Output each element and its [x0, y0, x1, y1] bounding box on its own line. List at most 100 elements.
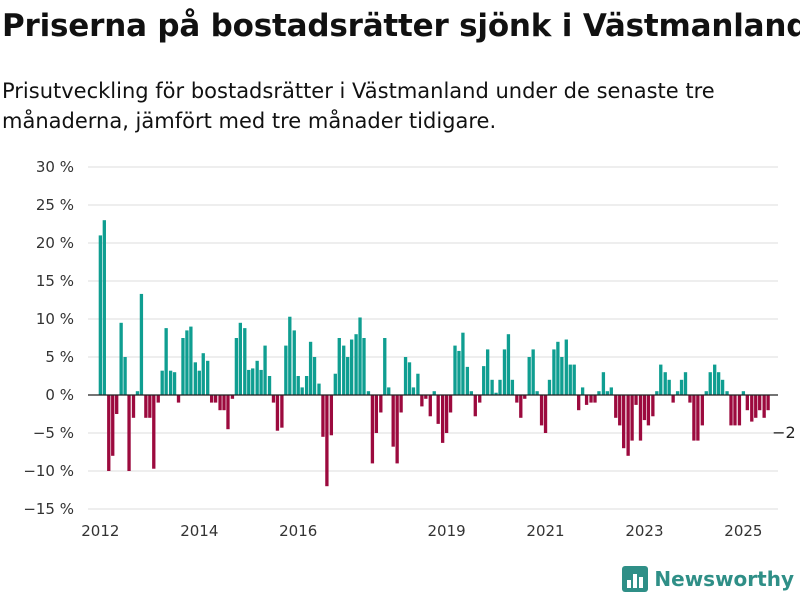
x-tick-label: 2019 — [428, 522, 466, 540]
bar — [577, 395, 581, 411]
bar — [667, 379, 671, 395]
bar — [465, 366, 470, 395]
bar — [589, 395, 593, 403]
bar — [144, 395, 148, 418]
bar — [461, 332, 465, 395]
x-tick-label: 2014 — [180, 522, 218, 540]
bar — [111, 395, 115, 456]
bar — [547, 379, 552, 395]
bar — [725, 391, 729, 395]
bar — [609, 387, 613, 395]
y-tick-label: 5 % — [45, 348, 74, 366]
bar — [448, 395, 453, 413]
bar — [618, 395, 622, 426]
y-tick-label: 25 % — [36, 196, 74, 214]
bar — [696, 395, 700, 441]
page-subtitle: Prisutveckling för bostadsrätter i Västm… — [2, 79, 715, 133]
bar — [485, 349, 490, 395]
bar — [206, 360, 210, 395]
bar — [651, 395, 655, 417]
bar — [515, 395, 519, 403]
bar — [671, 395, 675, 403]
bar — [428, 395, 432, 417]
bar — [115, 395, 119, 414]
bar — [597, 391, 601, 395]
bar — [478, 395, 482, 403]
bar — [420, 395, 424, 407]
bar — [284, 345, 288, 395]
bar — [193, 362, 197, 395]
bar — [201, 353, 205, 395]
bar — [411, 387, 416, 395]
bar — [317, 383, 321, 395]
bar — [251, 368, 255, 395]
bar — [342, 345, 346, 395]
bar — [209, 395, 214, 403]
bar — [181, 338, 185, 395]
bar — [399, 395, 403, 413]
bar — [333, 373, 337, 395]
bar — [424, 395, 428, 399]
bar — [453, 345, 457, 395]
y-tick-label: 20 % — [36, 234, 74, 252]
bar — [729, 395, 733, 426]
bar — [440, 395, 445, 443]
bar — [226, 395, 230, 430]
y-tick-label: 10 % — [36, 310, 74, 328]
bar — [164, 328, 168, 395]
bar — [222, 395, 226, 411]
bar — [622, 395, 626, 449]
bar — [247, 369, 251, 395]
bar — [395, 395, 399, 464]
bar — [131, 395, 136, 418]
bar — [552, 349, 556, 395]
bar — [300, 387, 304, 395]
bar — [102, 220, 106, 395]
y-tick-label: 30 % — [36, 158, 74, 176]
y-tick-label: 15 % — [36, 272, 74, 290]
bar — [482, 366, 486, 395]
bar — [457, 350, 461, 395]
bar — [185, 330, 189, 395]
bar — [172, 372, 177, 395]
bar — [321, 395, 325, 437]
bar — [119, 322, 123, 395]
y-tick-label: −15 % — [23, 500, 74, 518]
bar — [98, 235, 103, 395]
bar — [630, 395, 634, 441]
bar — [494, 392, 498, 395]
bar — [271, 395, 276, 403]
bar — [288, 316, 292, 395]
x-tick-label: 2023 — [625, 522, 663, 540]
bar — [432, 391, 436, 395]
bar — [312, 357, 317, 395]
bar — [469, 391, 473, 395]
bar — [436, 395, 440, 424]
bar — [366, 391, 371, 395]
bar — [737, 395, 742, 426]
y-tick-label: −10 % — [23, 462, 74, 480]
bar — [700, 395, 704, 426]
bar — [234, 338, 239, 395]
bar — [374, 395, 379, 433]
bar — [539, 395, 544, 426]
bar — [127, 395, 131, 471]
bar — [556, 341, 560, 395]
bar — [403, 357, 408, 395]
bar — [564, 339, 568, 395]
bar — [745, 395, 749, 411]
bar — [383, 338, 387, 395]
bar — [123, 357, 127, 395]
bar — [213, 395, 218, 403]
bar — [750, 395, 754, 422]
bar — [156, 395, 160, 403]
bar — [407, 362, 412, 395]
bar — [416, 373, 420, 395]
bar — [387, 387, 391, 395]
x-tick-label: 2025 — [724, 522, 762, 540]
brand-name: Newsworthy — [654, 567, 794, 591]
page-title: Priserna på bostadsrätter sjönk i Västma… — [2, 8, 800, 44]
bar — [523, 395, 527, 399]
bar — [593, 395, 597, 403]
bar — [659, 364, 663, 395]
